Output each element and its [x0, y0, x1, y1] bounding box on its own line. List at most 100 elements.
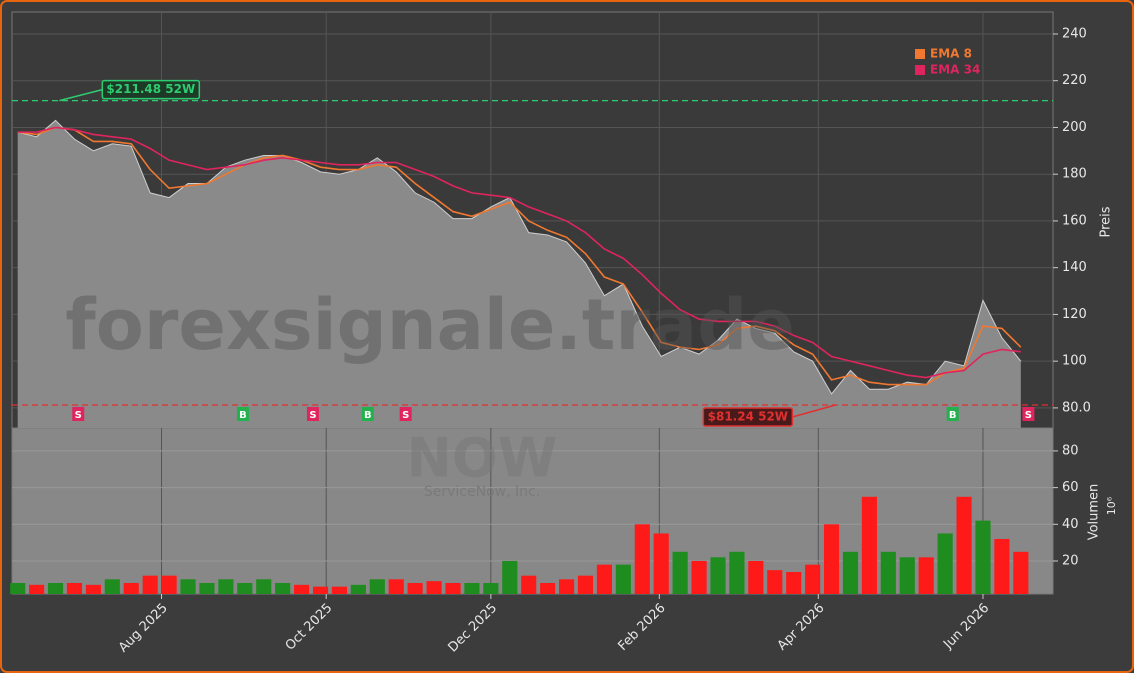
- signal-label: B: [949, 410, 957, 421]
- y-tick-label: 80: [1062, 443, 1079, 458]
- volume-bar: [994, 538, 1010, 594]
- volume-bar: [918, 557, 934, 594]
- y-tick-label: 180: [1062, 167, 1087, 182]
- legend-label: EMA 34: [930, 63, 980, 77]
- y-tick-label: 140: [1062, 260, 1087, 275]
- ema-line: [17, 126, 1021, 379]
- volume-bar: [767, 570, 783, 594]
- volume-axis-label: Volumen: [1087, 484, 1102, 541]
- volume-bar: [426, 581, 442, 594]
- plot-layer: Aug 2025 Oct 2025 Dec 2025 Feb 2026 Apr 2026…: [10, 12, 1091, 656]
- volume-bar: [540, 582, 556, 594]
- volume-bar: [805, 564, 821, 594]
- volume-bar: [161, 575, 177, 594]
- volume-bar: [294, 584, 310, 594]
- volume-bar: [634, 524, 650, 594]
- volume-bar: [47, 582, 64, 594]
- volume-bar: [218, 579, 234, 594]
- y-tick-label: 160: [1062, 213, 1087, 228]
- signal-label: B: [239, 410, 247, 421]
- volume-bar: [842, 551, 859, 594]
- volume-bar: [729, 551, 745, 594]
- y-tick-label: 80.0: [1062, 400, 1091, 415]
- annotation-box: [101, 79, 201, 100]
- volume-bar: [748, 560, 764, 594]
- y-tick-label: 220: [1062, 73, 1087, 88]
- volume-bar: [615, 564, 631, 594]
- volume-bar: [312, 586, 329, 594]
- annotation-label: $81.24 52W: [708, 410, 788, 424]
- annotation-arrow: [792, 404, 836, 418]
- symbol-watermark: NOW: [407, 427, 558, 490]
- y-tick-label: 120: [1062, 307, 1087, 322]
- y-tick-label: 60: [1062, 480, 1079, 495]
- volume-bar: [275, 582, 291, 594]
- volume-bar: [521, 575, 537, 594]
- volume-bar: [407, 582, 423, 594]
- legend-swatch: [915, 65, 925, 75]
- signal-marker: [1022, 407, 1035, 421]
- signal-label: S: [75, 410, 82, 421]
- legend-label: EMA 8: [930, 47, 972, 61]
- volume-bar: [483, 582, 499, 594]
- signal-marker: [946, 407, 959, 421]
- watermark: forexsignale.trade: [65, 284, 794, 366]
- annotation-arrow: [59, 88, 103, 102]
- y-tick-label: 40: [1062, 517, 1079, 532]
- volume-bar: [502, 560, 518, 594]
- volume-bar: [199, 582, 215, 594]
- volume-bar: [691, 560, 707, 594]
- volume-bar: [180, 579, 196, 594]
- signal-label: S: [309, 410, 316, 421]
- volume-bar: [672, 551, 688, 594]
- volume-bar: [823, 524, 840, 594]
- volume-bar: [10, 582, 26, 594]
- volume-bar: [786, 571, 802, 594]
- signal-label: S: [402, 410, 409, 421]
- ema-line: [17, 126, 1022, 386]
- signal-marker: [306, 407, 319, 421]
- signal-marker: [399, 407, 412, 421]
- y-tick-label: 200: [1062, 120, 1087, 135]
- volume-bar: [710, 557, 726, 594]
- volume-bar: [104, 579, 120, 594]
- annotation-label: $211.48 52W: [106, 82, 195, 96]
- y-tick-label: 100: [1062, 354, 1087, 369]
- signal-marker: [72, 407, 85, 421]
- volume-bar: [142, 575, 158, 594]
- volume-bar: [975, 520, 991, 594]
- volume-bar: [29, 584, 45, 594]
- volume-bar: [256, 579, 272, 594]
- volume-bar: [1013, 551, 1029, 594]
- y-tick-label: 20: [1062, 553, 1079, 568]
- volume-bar: [123, 582, 139, 594]
- volume-bar: [880, 551, 896, 594]
- volume-bar: [861, 496, 877, 594]
- annotation-box: [702, 407, 794, 427]
- signal-marker: [236, 407, 249, 421]
- volume-unit: 10⁶: [1105, 496, 1118, 515]
- volume-bar: [237, 582, 253, 594]
- price-area: [17, 120, 1021, 428]
- volume-bar: [85, 584, 101, 594]
- signal-label: S: [1025, 410, 1032, 421]
- volume-bar: [577, 575, 594, 594]
- volume-bar: [558, 579, 575, 594]
- y-tick-label: 240: [1062, 26, 1087, 41]
- company-watermark: ServiceNow, Inc.: [424, 484, 540, 500]
- volume-bar: [66, 582, 83, 594]
- volume-bar: [956, 496, 972, 594]
- volume-bar: [331, 586, 348, 594]
- volume-bar: [464, 582, 480, 594]
- y-axis-label: Preis: [1099, 206, 1114, 237]
- legend-swatch: [915, 49, 925, 59]
- volume-bar: [596, 564, 612, 594]
- volume-bar: [899, 557, 915, 594]
- volume-bar: [653, 533, 669, 594]
- volume-bar: [445, 582, 461, 594]
- volume-bar: [369, 579, 385, 594]
- volume-bar: [937, 533, 953, 594]
- volume-bar: [350, 584, 366, 594]
